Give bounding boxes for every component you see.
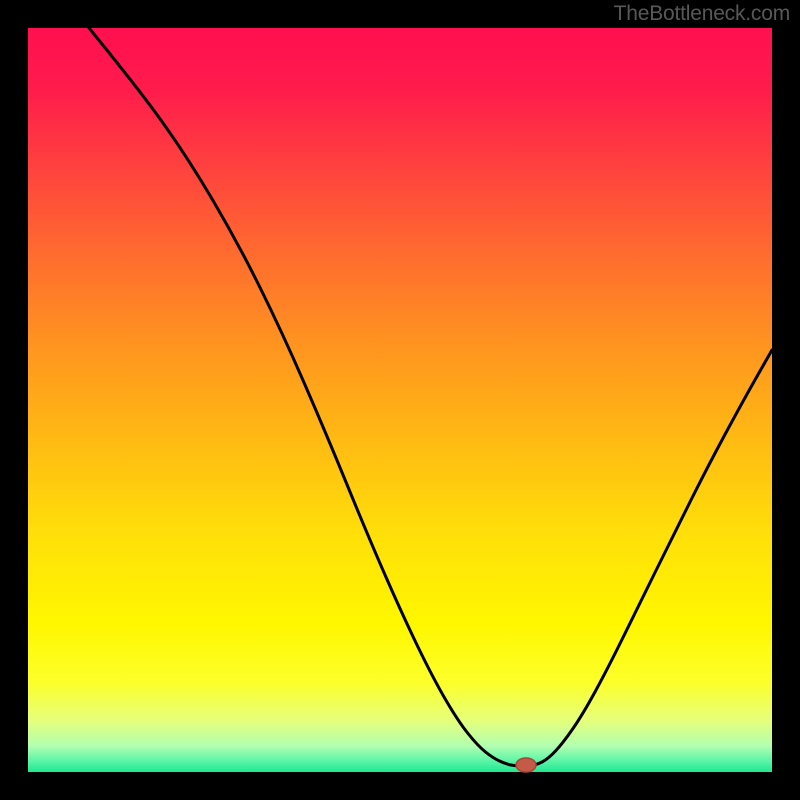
bottleneck-chart: [0, 0, 800, 800]
watermark-text: TheBottleneck.com: [614, 2, 790, 26]
optimum-marker: [516, 758, 536, 772]
plot-background: [28, 28, 772, 772]
chart-container: TheBottleneck.com: [0, 0, 800, 800]
